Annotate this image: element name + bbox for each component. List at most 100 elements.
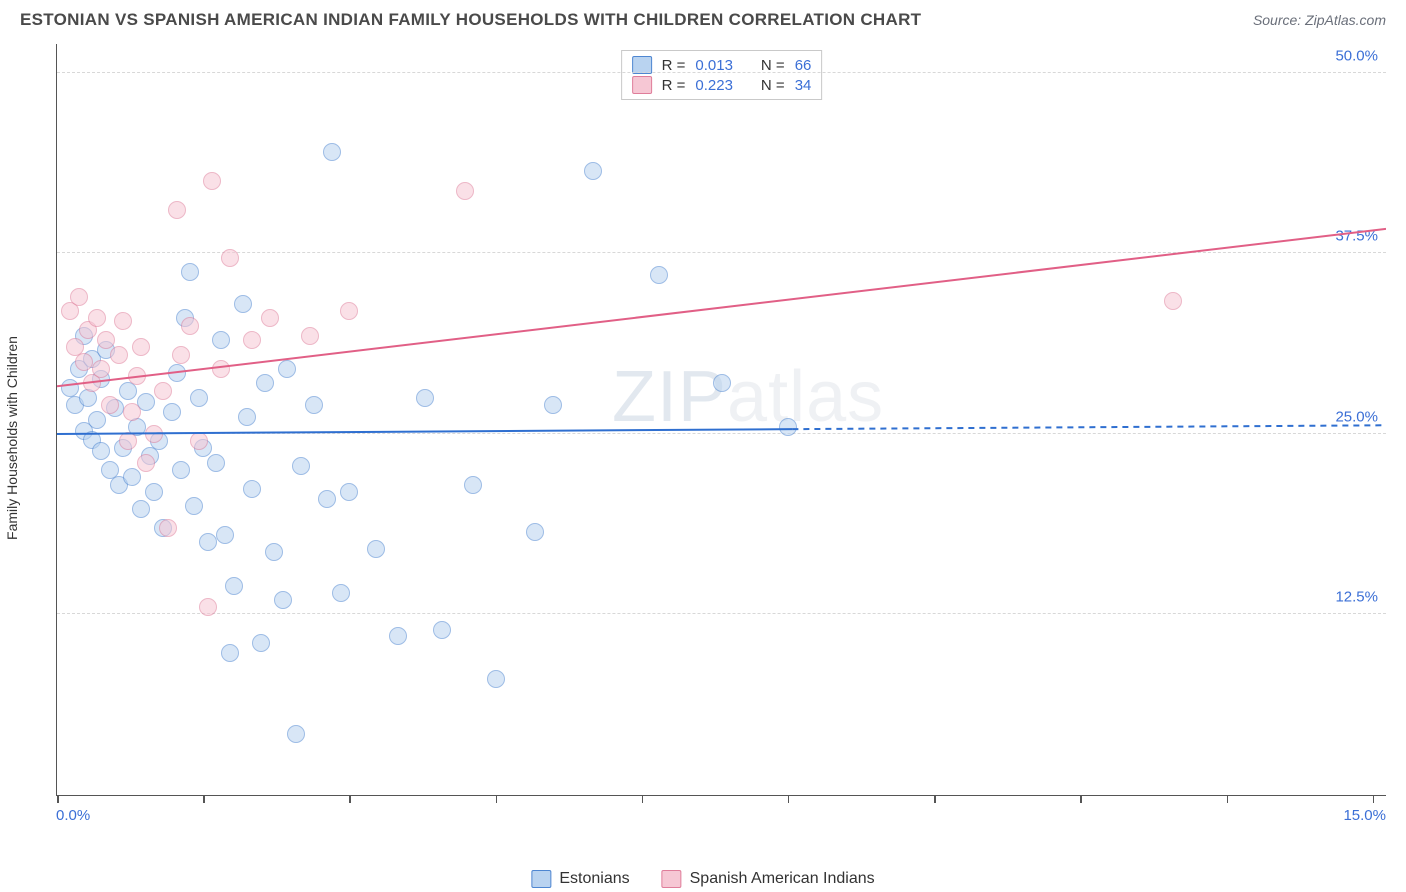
- gridline: [57, 252, 1386, 253]
- series-swatch: [632, 76, 652, 94]
- x-axis-max-label: 15.0%: [1343, 807, 1386, 824]
- data-point: [154, 382, 172, 400]
- stats-legend-box: R =0.013N =66R =0.223N =34: [621, 50, 823, 100]
- chart-container: Family Households with Children ZIPatlas…: [20, 44, 1386, 832]
- data-point: [181, 263, 199, 281]
- watermark: ZIPatlas: [612, 356, 884, 438]
- trend-overlay: [57, 44, 1386, 795]
- data-point: [456, 182, 474, 200]
- data-point: [92, 360, 110, 378]
- data-point: [132, 338, 150, 356]
- data-point: [159, 519, 177, 537]
- r-label: R =: [662, 77, 686, 94]
- data-point: [190, 432, 208, 450]
- data-point: [123, 403, 141, 421]
- data-point: [88, 309, 106, 327]
- x-tick: [496, 795, 498, 803]
- data-point: [1164, 292, 1182, 310]
- x-tick: [57, 795, 59, 803]
- plot-area: ZIPatlas R =0.013N =66R =0.223N =34 12.5…: [56, 44, 1386, 796]
- data-point: [181, 317, 199, 335]
- x-tick: [203, 795, 205, 803]
- data-point: [265, 543, 283, 561]
- data-point: [75, 353, 93, 371]
- data-point: [221, 644, 239, 662]
- r-value: 0.223: [695, 77, 733, 94]
- data-point: [145, 483, 163, 501]
- data-point: [92, 442, 110, 460]
- data-point: [526, 523, 544, 541]
- data-point: [123, 468, 141, 486]
- data-point: [238, 408, 256, 426]
- data-point: [128, 367, 146, 385]
- data-point: [278, 360, 296, 378]
- data-point: [172, 461, 190, 479]
- x-tick: [349, 795, 351, 803]
- data-point: [225, 577, 243, 595]
- data-point: [292, 457, 310, 475]
- data-point: [203, 172, 221, 190]
- data-point: [101, 396, 119, 414]
- data-point: [713, 374, 731, 392]
- y-tick-label: 25.0%: [1335, 408, 1378, 425]
- series-swatch: [662, 870, 682, 888]
- chart-header: ESTONIAN VS SPANISH AMERICAN INDIAN FAMI…: [0, 0, 1406, 36]
- data-point: [132, 500, 150, 518]
- legend-label: Estonians: [559, 870, 629, 888]
- data-point: [114, 312, 132, 330]
- data-point: [584, 162, 602, 180]
- x-axis-min-label: 0.0%: [56, 807, 90, 824]
- gridline: [57, 72, 1386, 73]
- legend-item: Spanish American Indians: [662, 870, 875, 888]
- n-label: N =: [761, 77, 785, 94]
- data-point: [340, 483, 358, 501]
- series-legend: Estonians Spanish American Indians: [531, 870, 874, 888]
- y-tick-label: 37.5%: [1335, 228, 1378, 245]
- data-point: [221, 249, 239, 267]
- data-point: [650, 266, 668, 284]
- x-tick: [788, 795, 790, 803]
- data-point: [199, 598, 217, 616]
- x-tick: [1373, 795, 1375, 803]
- data-point: [301, 327, 319, 345]
- data-point: [119, 432, 137, 450]
- data-point: [274, 591, 292, 609]
- chart-title: ESTONIAN VS SPANISH AMERICAN INDIAN FAMI…: [20, 10, 921, 30]
- source-attribution: Source: ZipAtlas.com: [1253, 12, 1386, 28]
- stats-row: R =0.223N =34: [632, 75, 812, 95]
- data-point: [163, 403, 181, 421]
- x-tick: [1227, 795, 1229, 803]
- data-point: [340, 302, 358, 320]
- x-tick: [1080, 795, 1082, 803]
- x-tick: [642, 795, 644, 803]
- legend-item: Estonians: [531, 870, 629, 888]
- data-point: [190, 389, 208, 407]
- data-point: [70, 288, 88, 306]
- data-point: [207, 454, 225, 472]
- data-point: [212, 331, 230, 349]
- y-axis-label: Family Households with Children: [4, 336, 20, 540]
- data-point: [287, 725, 305, 743]
- data-point: [389, 627, 407, 645]
- data-point: [367, 540, 385, 558]
- data-point: [433, 621, 451, 639]
- data-point: [256, 374, 274, 392]
- data-point: [318, 490, 336, 508]
- data-point: [416, 389, 434, 407]
- y-tick-label: 12.5%: [1335, 589, 1378, 606]
- data-point: [305, 396, 323, 414]
- data-point: [261, 309, 279, 327]
- data-point: [168, 364, 186, 382]
- gridline: [57, 613, 1386, 614]
- series-swatch: [531, 870, 551, 888]
- data-point: [61, 379, 79, 397]
- gridline: [57, 433, 1386, 434]
- data-point: [145, 425, 163, 443]
- data-point: [544, 396, 562, 414]
- data-point: [243, 480, 261, 498]
- legend-label: Spanish American Indians: [690, 870, 875, 888]
- data-point: [185, 497, 203, 515]
- y-tick-label: 50.0%: [1335, 47, 1378, 64]
- data-point: [779, 418, 797, 436]
- data-point: [110, 346, 128, 364]
